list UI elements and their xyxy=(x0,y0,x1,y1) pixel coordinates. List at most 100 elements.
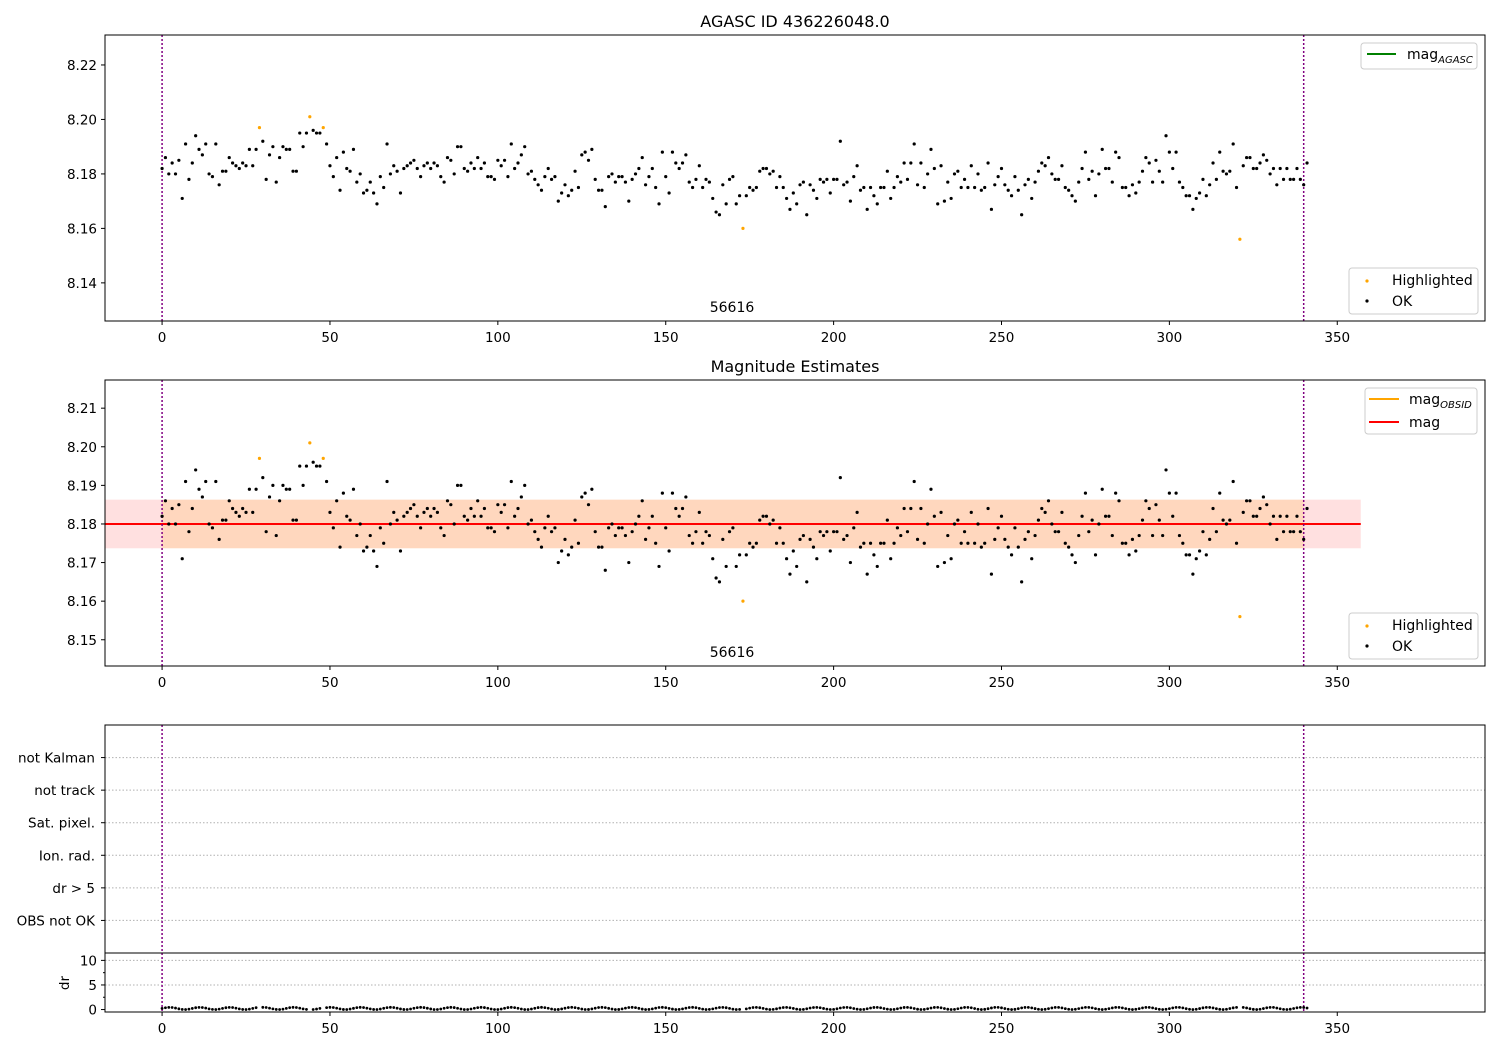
ok-point xyxy=(543,175,547,179)
dr-point xyxy=(1097,1007,1101,1011)
ok-point xyxy=(1046,155,1051,160)
ok-point xyxy=(603,205,607,209)
ok-point xyxy=(335,155,339,160)
ok-point xyxy=(425,161,429,165)
dr-point xyxy=(704,1008,708,1011)
dr-point xyxy=(318,1006,322,1010)
ok-point xyxy=(432,506,436,511)
agasc-y-axis: 8.14 8.16 8.18 8.20 8.22 xyxy=(67,58,105,292)
ok-point xyxy=(1026,177,1030,181)
dr-point xyxy=(936,1005,940,1009)
dr-point xyxy=(466,1008,470,1011)
ok-point xyxy=(973,185,977,190)
ok-point xyxy=(1114,491,1118,495)
dr-point xyxy=(664,1006,668,1010)
ok-point xyxy=(580,153,584,157)
ok-point xyxy=(986,506,990,511)
ok-point xyxy=(375,564,379,569)
ok-point xyxy=(412,158,416,162)
ok-point xyxy=(670,491,675,495)
mag-agasc-legend-label: magAGASC xyxy=(1407,47,1473,66)
ok-point xyxy=(341,150,345,154)
dr-point xyxy=(352,1006,355,1010)
ok-point xyxy=(338,188,342,192)
ok-point xyxy=(892,185,896,190)
dr-point xyxy=(378,1007,382,1011)
ok-point xyxy=(1167,491,1171,495)
y-tick-label: 10 xyxy=(80,953,97,969)
ok-point xyxy=(529,169,534,173)
dr-point xyxy=(892,1007,896,1011)
ok-point xyxy=(281,145,285,149)
dr-point xyxy=(1053,1006,1057,1009)
ok-point xyxy=(200,495,204,499)
ok-point xyxy=(1298,177,1302,181)
ok-point xyxy=(388,522,393,526)
dr-point xyxy=(368,1007,372,1011)
ok-point xyxy=(684,495,688,499)
highlighted-legend-label: Highlighted xyxy=(1392,273,1473,289)
ok-point xyxy=(197,147,201,151)
dr-point xyxy=(1178,1006,1181,1009)
ok-point xyxy=(832,530,836,534)
dr-point xyxy=(701,1007,705,1011)
ok-point xyxy=(549,530,554,534)
dr-point xyxy=(194,1006,198,1010)
ok-point xyxy=(556,560,560,565)
ok-point xyxy=(1100,487,1104,491)
flag-category-label: OBS not OK xyxy=(17,913,97,929)
ok-point xyxy=(1020,580,1024,584)
ok-point xyxy=(852,526,856,530)
dr-point xyxy=(1147,1006,1151,1009)
dr-point xyxy=(620,1007,624,1011)
dr-point xyxy=(738,1008,741,1011)
ok-point xyxy=(311,460,315,464)
ok-point xyxy=(422,510,426,514)
dr-point xyxy=(1114,1005,1118,1009)
dr-point xyxy=(1060,1006,1064,1010)
ok-point xyxy=(405,164,409,168)
agasc-legend-top-box xyxy=(1360,42,1478,70)
ok-point xyxy=(277,499,282,503)
ok-point xyxy=(734,564,738,569)
ok-point xyxy=(509,479,513,484)
ok-point xyxy=(882,185,886,190)
ok-point xyxy=(1033,533,1037,538)
ok-point xyxy=(1040,506,1044,511)
ok-point xyxy=(1241,510,1245,514)
dr-point xyxy=(1157,1007,1161,1011)
ok-point xyxy=(311,128,315,132)
dr-point xyxy=(1020,1006,1024,1010)
dr-point xyxy=(315,1007,318,1011)
dr-point xyxy=(711,1007,715,1011)
ok-point xyxy=(989,207,994,211)
dr-point xyxy=(828,1008,832,1011)
ok-point xyxy=(1030,196,1034,201)
ok-point xyxy=(842,537,846,542)
dr-point xyxy=(1251,1007,1255,1011)
ok-point xyxy=(294,518,298,522)
ok-point xyxy=(194,468,198,472)
dr-point xyxy=(362,1006,365,1009)
ok-point xyxy=(670,150,675,154)
ok-point xyxy=(872,553,876,557)
ok-point xyxy=(798,537,802,542)
ok-point xyxy=(486,175,490,179)
dr-point xyxy=(489,1007,493,1011)
ok-point xyxy=(492,177,497,181)
dr-point xyxy=(1255,1008,1259,1011)
flags-category-axis: OBS not OK dr > 5 Ion. rad. Sat. pixel. not … xyxy=(17,751,105,929)
ok-point xyxy=(445,499,450,503)
ok-point xyxy=(502,503,507,507)
ok-point xyxy=(852,175,856,179)
ok-point xyxy=(1208,183,1212,187)
dr-point xyxy=(798,1008,802,1011)
ok-point xyxy=(513,166,517,171)
y-tick-label: 8.19 xyxy=(67,478,97,494)
dr-point xyxy=(1248,1007,1252,1011)
ok-point xyxy=(791,549,795,553)
dr-point xyxy=(526,1008,530,1011)
y-tick-label: 8.16 xyxy=(67,594,97,610)
ok-point xyxy=(177,503,181,507)
ok-point xyxy=(952,522,957,526)
